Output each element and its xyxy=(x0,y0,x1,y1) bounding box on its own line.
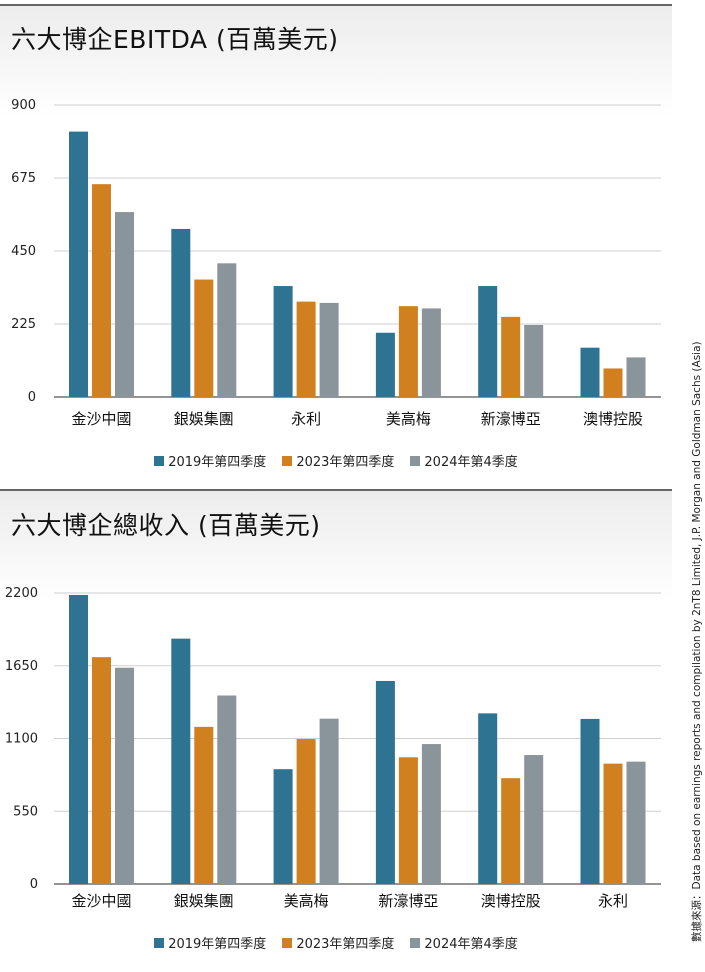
y-tick-label: 2200 xyxy=(5,586,38,601)
bar-2024 xyxy=(217,263,237,397)
header-background xyxy=(0,491,672,601)
category-label: 永利 xyxy=(598,892,628,910)
legend-label-2024: 2024年第4季度 xyxy=(424,455,518,470)
y-tick-label: 1100 xyxy=(5,732,38,747)
legend-swatch-2019 xyxy=(154,937,165,948)
bar-2019 xyxy=(375,332,395,397)
bar-2019 xyxy=(478,286,498,397)
bar-2023 xyxy=(501,778,521,884)
category-label: 銀娛集團 xyxy=(174,410,234,428)
legend-item-2023: 2023年第四季度 xyxy=(282,933,394,952)
bar-2023 xyxy=(92,184,111,397)
bar-2023 xyxy=(296,301,316,397)
y-tick-label: 0 xyxy=(28,390,36,405)
bar-2023 xyxy=(501,316,521,397)
chart-title: 六大博企EBITDA (百萬美元) xyxy=(11,25,339,54)
chart-legend: 2019年第四季度 2023年第四季度 2024年第4季度 xyxy=(0,933,672,952)
top-divider xyxy=(0,489,672,491)
bar-2024 xyxy=(524,755,544,884)
revenue-bar-chart: 0 550 1100 1650 2200 金沙中國 銀娛集團 美高梅 新濠博亞 澳博控股 永利 xyxy=(5,586,661,910)
legend-swatch-2023 xyxy=(282,937,293,948)
category-label: 金沙中國 xyxy=(71,892,131,910)
bar-2023 xyxy=(296,739,316,884)
y-tick-label: 1650 xyxy=(5,659,38,674)
y-tick-label: 550 xyxy=(13,804,38,819)
legend-label-2024: 2024年第4季度 xyxy=(424,937,518,952)
category-label: 金沙中國 xyxy=(71,410,131,428)
bar-2024 xyxy=(421,744,441,884)
legend-label-2023: 2023年第四季度 xyxy=(296,937,395,952)
category-label: 美高梅 xyxy=(284,892,329,910)
bar-2023 xyxy=(603,763,623,884)
legend-item-2023: 2023年第四季度 xyxy=(282,451,394,470)
bar-2024 xyxy=(217,695,237,884)
category-label: 新濠博亞 xyxy=(481,410,541,428)
bar-2019 xyxy=(580,347,600,397)
ebitda-chart-panel: 六大博企EBITDA (百萬美元) 0 225 450 675 900 金沙中國 銀娛集團 永… xyxy=(0,0,672,488)
chart-legend: 2019年第四季度 2023年第四季度 2024年第4季度 xyxy=(0,451,672,470)
category-label: 美高梅 xyxy=(386,410,431,428)
bar-2024 xyxy=(626,357,646,397)
legend-item-2024: 2024年第4季度 xyxy=(410,933,518,952)
bar-2023 xyxy=(194,279,214,397)
legend-swatch-2024 xyxy=(410,455,421,466)
bar-2024 xyxy=(626,761,646,884)
bar-2024 xyxy=(319,302,339,397)
source-note: 數據來源：Data based on earnings reports and … xyxy=(691,341,703,942)
bar-2024 xyxy=(319,718,339,884)
legend-label-2019: 2019年第四季度 xyxy=(168,455,267,470)
revenue-chart-panel: 六大博企總收入 (百萬美元) 0 550 1100 1650 2200 金沙中國 銀娛集團 美… xyxy=(0,488,672,972)
y-tick-label: 900 xyxy=(11,98,36,113)
y-tick-label: 675 xyxy=(11,171,36,186)
bar-2024 xyxy=(115,667,134,884)
bar-2024 xyxy=(421,308,441,397)
y-tick-label: 0 xyxy=(30,877,38,892)
legend-label-2023: 2023年第四季度 xyxy=(296,455,395,470)
bar-2023 xyxy=(603,368,623,397)
bar-2024 xyxy=(115,212,134,397)
bar-2023 xyxy=(194,726,214,884)
ebitda-bar-chart: 0 225 450 675 900 金沙中國 銀娛集團 永利 美高梅 新濠博亞 澳博控股 xyxy=(11,98,661,428)
bar-2019 xyxy=(69,594,88,884)
legend-item-2019: 2019年第四季度 xyxy=(154,451,266,470)
legend-swatch-2024 xyxy=(410,937,421,948)
bar-2019 xyxy=(171,638,191,884)
bar-2019 xyxy=(580,718,600,884)
legend-swatch-2023 xyxy=(282,455,293,466)
header-background xyxy=(0,6,672,116)
legend-item-2019: 2019年第四季度 xyxy=(154,933,266,952)
legend-label-2019: 2019年第四季度 xyxy=(168,937,267,952)
category-label: 銀娛集團 xyxy=(174,892,234,910)
top-divider xyxy=(0,4,672,6)
category-label: 澳博控股 xyxy=(583,410,643,428)
bar-2023 xyxy=(398,306,418,397)
bar-2019 xyxy=(69,131,88,398)
y-tick-label: 225 xyxy=(11,317,36,332)
chart-title: 六大博企總收入 (百萬美元) xyxy=(11,511,321,540)
bar-2019 xyxy=(375,680,395,884)
bar-2019 xyxy=(273,286,293,397)
bar-2019 xyxy=(171,228,191,397)
bar-2019 xyxy=(273,769,293,884)
category-label: 新濠博亞 xyxy=(378,892,438,910)
category-label: 永利 xyxy=(291,410,321,428)
legend-swatch-2019 xyxy=(154,455,165,466)
legend-item-2024: 2024年第4季度 xyxy=(410,451,518,470)
bar-2019 xyxy=(478,713,498,884)
bar-2023 xyxy=(398,757,418,884)
category-label: 澳博控股 xyxy=(481,892,541,910)
bar-2024 xyxy=(524,324,544,397)
y-tick-label: 450 xyxy=(11,244,36,259)
bar-2023 xyxy=(92,657,111,884)
